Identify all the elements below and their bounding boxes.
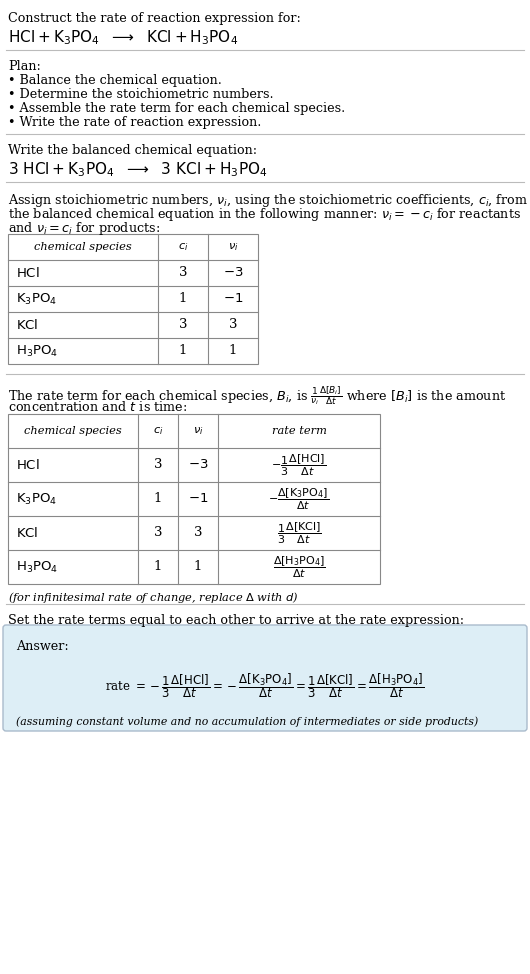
Text: $\mathrm{HCl}$: $\mathrm{HCl}$ bbox=[16, 458, 40, 472]
Text: the balanced chemical equation in the following manner: $\nu_i = -c_i$ for react: the balanced chemical equation in the fo… bbox=[8, 206, 521, 223]
Text: 3: 3 bbox=[229, 318, 237, 331]
Text: $-\dfrac{\Delta[\mathrm{K_3PO_4}]}{\Delta t}$: $-\dfrac{\Delta[\mathrm{K_3PO_4}]}{\Delt… bbox=[269, 486, 330, 511]
Text: Answer:: Answer: bbox=[16, 640, 69, 653]
Text: $c_i$: $c_i$ bbox=[153, 425, 163, 437]
Text: $-3$: $-3$ bbox=[223, 267, 243, 280]
Text: $\dfrac{1}{3}\dfrac{\Delta[\mathrm{KCl}]}{\Delta t}$: $\dfrac{1}{3}\dfrac{\Delta[\mathrm{KCl}]… bbox=[277, 520, 322, 545]
Text: and $\nu_i = c_i$ for products:: and $\nu_i = c_i$ for products: bbox=[8, 220, 160, 237]
Bar bbox=[8, 414, 380, 584]
Text: Write the balanced chemical equation:: Write the balanced chemical equation: bbox=[8, 144, 257, 157]
Text: • Determine the stoichiometric numbers.: • Determine the stoichiometric numbers. bbox=[8, 88, 273, 101]
Text: rate term: rate term bbox=[271, 426, 326, 436]
Text: $-1$: $-1$ bbox=[188, 493, 208, 506]
Text: 1: 1 bbox=[154, 493, 162, 506]
Text: 1: 1 bbox=[179, 345, 187, 357]
Text: $\dfrac{\Delta[\mathrm{H_3PO_4}]}{\Delta t}$: $\dfrac{\Delta[\mathrm{H_3PO_4}]}{\Delta… bbox=[272, 554, 325, 580]
Text: $\mathrm{K_3PO_4}$: $\mathrm{K_3PO_4}$ bbox=[16, 291, 57, 307]
Text: 3: 3 bbox=[179, 267, 187, 280]
Text: Assign stoichiometric numbers, $\nu_i$, using the stoichiometric coefficients, $: Assign stoichiometric numbers, $\nu_i$, … bbox=[8, 192, 528, 209]
Text: $\mathrm{3\ HCl + K_3PO_4}$  $\longrightarrow$  $\mathrm{3\ KCl + H_3PO_4}$: $\mathrm{3\ HCl + K_3PO_4}$ $\longrighta… bbox=[8, 160, 268, 178]
Text: • Write the rate of reaction expression.: • Write the rate of reaction expression. bbox=[8, 116, 261, 129]
Text: $-\dfrac{1}{3}\dfrac{\Delta[\mathrm{HCl}]}{\Delta t}$: $-\dfrac{1}{3}\dfrac{\Delta[\mathrm{HCl}… bbox=[271, 452, 326, 477]
Text: $\mathrm{H_3PO_4}$: $\mathrm{H_3PO_4}$ bbox=[16, 559, 58, 575]
Text: $\mathrm{KCl}$: $\mathrm{KCl}$ bbox=[16, 526, 39, 540]
Text: 1: 1 bbox=[154, 560, 162, 574]
Text: 3: 3 bbox=[154, 527, 162, 540]
Text: concentration and $t$ is time:: concentration and $t$ is time: bbox=[8, 400, 188, 414]
Text: rate $= -\dfrac{1}{3}\dfrac{\Delta[\mathrm{HCl}]}{\Delta t} = -\dfrac{\Delta[\ma: rate $= -\dfrac{1}{3}\dfrac{\Delta[\math… bbox=[105, 672, 425, 700]
Text: • Assemble the rate term for each chemical species.: • Assemble the rate term for each chemic… bbox=[8, 102, 345, 115]
Text: The rate term for each chemical species, $B_i$, is $\frac{1}{\nu_i}\frac{\Delta[: The rate term for each chemical species,… bbox=[8, 384, 507, 407]
FancyBboxPatch shape bbox=[3, 625, 527, 731]
Text: 1: 1 bbox=[229, 345, 237, 357]
Text: 3: 3 bbox=[194, 527, 202, 540]
Text: $\mathrm{KCl}$: $\mathrm{KCl}$ bbox=[16, 318, 39, 332]
Text: $c_i$: $c_i$ bbox=[178, 242, 188, 253]
Text: Set the rate terms equal to each other to arrive at the rate expression:: Set the rate terms equal to each other t… bbox=[8, 614, 464, 627]
Text: Construct the rate of reaction expression for:: Construct the rate of reaction expressio… bbox=[8, 12, 301, 25]
Text: $-1$: $-1$ bbox=[223, 292, 243, 306]
Text: chemical species: chemical species bbox=[24, 426, 122, 436]
Text: $\nu_i$: $\nu_i$ bbox=[228, 242, 238, 253]
Text: $\mathrm{K_3PO_4}$: $\mathrm{K_3PO_4}$ bbox=[16, 492, 57, 506]
Text: chemical species: chemical species bbox=[34, 242, 132, 252]
Text: • Balance the chemical equation.: • Balance the chemical equation. bbox=[8, 74, 222, 87]
Text: $\mathrm{H_3PO_4}$: $\mathrm{H_3PO_4}$ bbox=[16, 344, 58, 358]
Text: Plan:: Plan: bbox=[8, 60, 41, 73]
Text: (assuming constant volume and no accumulation of intermediates or side products): (assuming constant volume and no accumul… bbox=[16, 716, 478, 727]
Text: 1: 1 bbox=[179, 292, 187, 306]
Bar bbox=[8, 234, 258, 364]
Text: $\nu_i$: $\nu_i$ bbox=[193, 425, 204, 437]
Text: 3: 3 bbox=[179, 318, 187, 331]
Text: 1: 1 bbox=[194, 560, 202, 574]
Text: (for infinitesimal rate of change, replace $\Delta$ with $d$): (for infinitesimal rate of change, repla… bbox=[8, 590, 299, 605]
Text: 3: 3 bbox=[154, 459, 162, 471]
Text: $\mathrm{HCl + K_3PO_4}$  $\longrightarrow$  $\mathrm{KCl + H_3PO_4}$: $\mathrm{HCl + K_3PO_4}$ $\longrightarro… bbox=[8, 28, 238, 47]
Text: $\mathrm{HCl}$: $\mathrm{HCl}$ bbox=[16, 266, 40, 280]
Text: $-3$: $-3$ bbox=[188, 459, 208, 471]
